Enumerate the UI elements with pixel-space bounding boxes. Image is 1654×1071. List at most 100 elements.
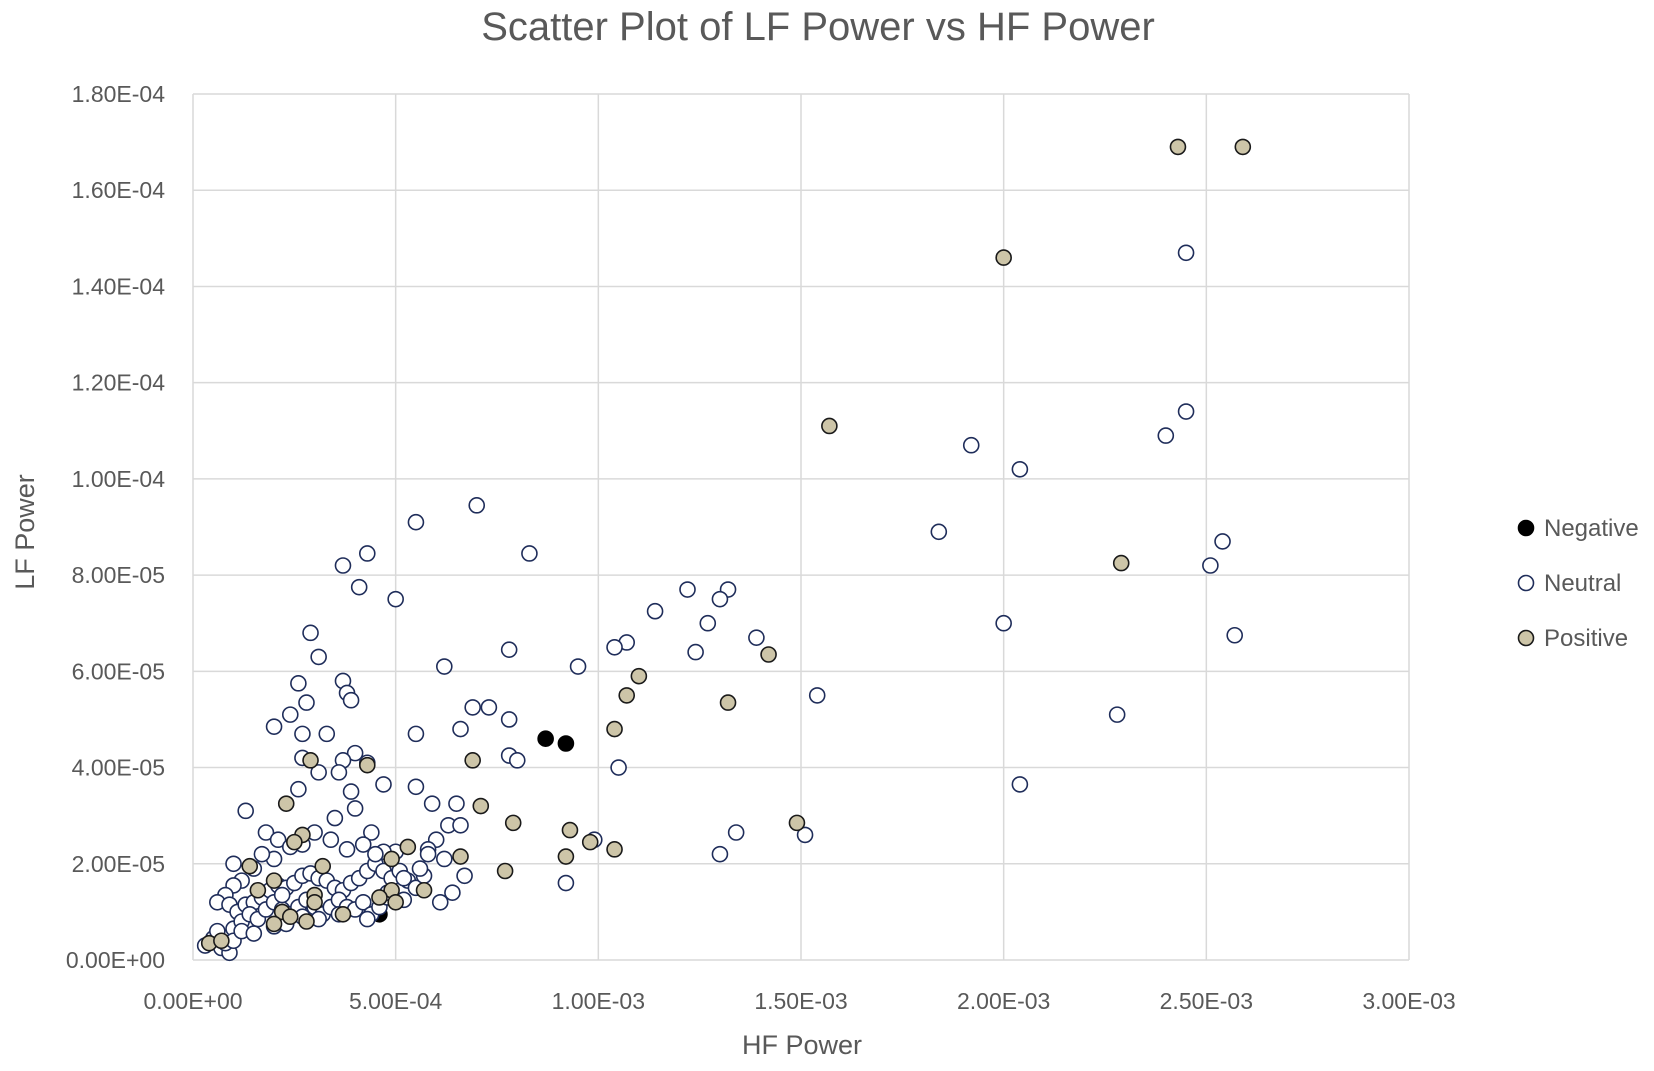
- data-point-positive: [995, 249, 1012, 266]
- data-point-neutral: [269, 831, 287, 849]
- data-point-neutral: [342, 691, 360, 709]
- data-point-neutral: [508, 752, 526, 769]
- data-point-neutral: [687, 643, 704, 661]
- data-points: [196, 138, 1252, 962]
- data-point-neutral: [480, 699, 498, 716]
- data-point-neutral: [1108, 706, 1126, 723]
- data-point-positive: [281, 908, 299, 926]
- data-point-neutral: [245, 925, 263, 942]
- data-point-positive: [788, 814, 806, 832]
- legend-label: Positive: [1544, 625, 1628, 652]
- y-tick-label: 8.00E-05: [72, 562, 165, 588]
- data-point-neutral: [610, 759, 627, 776]
- data-point-positive: [387, 893, 404, 911]
- data-point-neutral: [423, 795, 441, 812]
- data-point-neutral: [557, 874, 575, 892]
- data-point-positive: [557, 848, 575, 865]
- data-point-neutral: [431, 893, 449, 911]
- data-point-neutral: [330, 764, 348, 781]
- x-tick-label: 3.00E-03: [1362, 988, 1455, 1014]
- legend-marker: [1517, 519, 1535, 537]
- data-point-positive: [265, 915, 283, 933]
- legend-label: Negative: [1544, 515, 1639, 542]
- data-point-neutral: [500, 711, 518, 728]
- x-axis-title: HF Power: [742, 1030, 862, 1060]
- legend-label: Neutral: [1544, 570, 1621, 597]
- data-point-neutral: [711, 845, 729, 863]
- legend: Negative Neutral Positive: [1517, 515, 1639, 652]
- data-point-neutral: [930, 523, 948, 541]
- data-point-neutral: [808, 687, 826, 704]
- data-point-positive: [371, 889, 388, 906]
- data-point-neutral: [350, 578, 368, 596]
- data-point-neutral: [273, 886, 291, 904]
- series-neutral: [196, 244, 1244, 962]
- y-tick-label: 1.20E-04: [72, 370, 166, 396]
- data-point-positive: [719, 694, 737, 711]
- data-point-neutral: [452, 720, 469, 738]
- data-point-neutral: [646, 602, 664, 620]
- data-point-neutral: [452, 816, 469, 834]
- data-point-neutral: [354, 893, 372, 911]
- x-tick-label: 2.00E-03: [957, 988, 1050, 1014]
- data-point-positive: [821, 417, 838, 435]
- data-point-neutral: [342, 783, 360, 800]
- data-point-positive: [561, 821, 579, 839]
- data-point-positive: [399, 838, 417, 856]
- data-point-neutral: [367, 845, 384, 863]
- data-point-neutral: [298, 694, 315, 711]
- data-point-neutral: [326, 809, 344, 827]
- y-tick-label: 1.60E-04: [72, 177, 166, 203]
- data-point-positive: [383, 850, 400, 868]
- x-tick-label: 5.00E-04: [349, 988, 443, 1014]
- data-point-neutral: [257, 824, 275, 841]
- data-point-neutral: [448, 795, 465, 812]
- y-tick-label: 1.40E-04: [72, 273, 166, 299]
- y-axis-tick-labels: 0.00E+00 2.00E-05 4.00E-05 6.00E-05 8.00E-05…: [66, 81, 165, 973]
- data-point-positive: [286, 833, 303, 851]
- data-point-neutral: [468, 497, 486, 514]
- data-point-neutral: [1011, 776, 1029, 793]
- x-axis-tick-labels: 0.00E+00 5.00E-04 1.00E-03 1.50E-03 2.00E-03…: [143, 988, 1455, 1014]
- data-point-positive: [760, 646, 777, 663]
- data-point-neutral: [358, 910, 376, 928]
- data-point-positive: [606, 841, 623, 858]
- data-point-negative: [557, 735, 575, 752]
- legend-item-positive: Positive: [1517, 625, 1628, 652]
- data-point-neutral: [225, 855, 242, 873]
- data-point-positive: [1112, 554, 1130, 572]
- data-point-neutral: [294, 725, 311, 743]
- data-point-neutral: [1157, 427, 1175, 444]
- data-point-positive: [630, 667, 648, 685]
- data-point-positive: [496, 862, 514, 880]
- data-point-neutral: [318, 725, 336, 743]
- data-point-neutral: [358, 545, 376, 562]
- data-point-neutral: [310, 764, 327, 781]
- data-point-neutral: [962, 436, 980, 454]
- data-point-neutral: [464, 699, 481, 716]
- data-point-positive: [581, 833, 599, 851]
- data-point-neutral: [237, 802, 254, 820]
- data-point-neutral: [338, 841, 356, 858]
- data-point-neutral: [375, 776, 392, 793]
- y-tick-label: 4.00E-05: [72, 755, 165, 781]
- data-point-neutral: [363, 824, 380, 841]
- data-point-neutral: [436, 850, 453, 868]
- data-point-neutral: [456, 867, 473, 885]
- data-point-neutral: [346, 800, 364, 817]
- data-point-neutral: [679, 581, 696, 598]
- y-tick-label: 2.00E-05: [72, 851, 165, 877]
- y-tick-label: 1.80E-04: [72, 81, 166, 107]
- x-tick-label: 0.00E+00: [143, 988, 242, 1014]
- data-point-neutral: [444, 884, 461, 901]
- data-point-neutral: [253, 845, 271, 863]
- data-point-positive: [415, 881, 433, 899]
- data-point-neutral: [1177, 244, 1195, 262]
- data-point-positive: [606, 720, 623, 738]
- data-point-neutral: [322, 831, 340, 849]
- data-point-positive: [314, 857, 332, 875]
- data-point-neutral: [334, 557, 352, 574]
- data-point-neutral: [281, 706, 299, 723]
- x-tick-label: 2.50E-03: [1160, 988, 1253, 1014]
